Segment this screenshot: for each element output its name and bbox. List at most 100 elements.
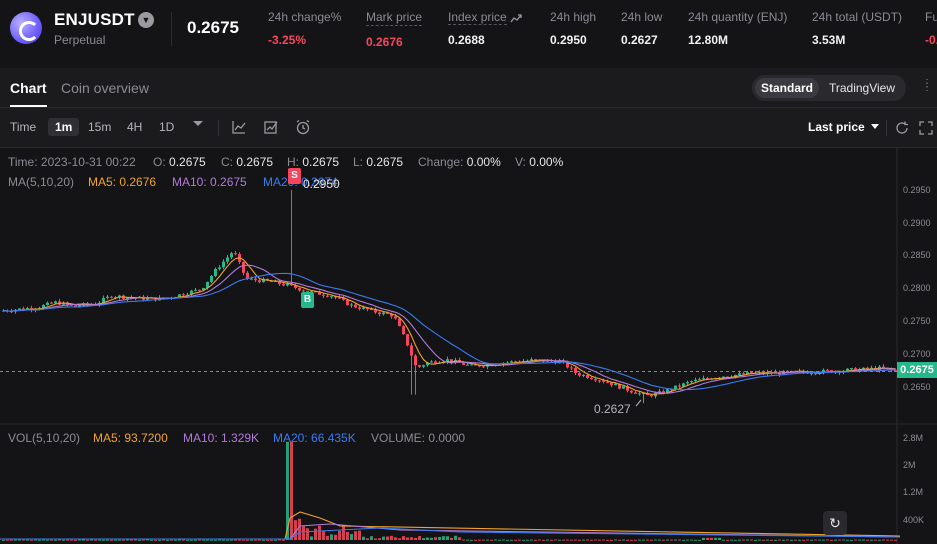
volume-tick: 2M (903, 460, 916, 470)
volume-bar (826, 539, 829, 541)
volume-bar (510, 539, 513, 541)
buy-marker[interactable]: B (301, 292, 314, 308)
volume-bar (26, 539, 29, 541)
volume-bar (690, 539, 693, 541)
candle-body (206, 281, 209, 289)
price-tick: 0.2750 (903, 316, 931, 326)
candle-body (882, 366, 885, 368)
view-tradingview-button[interactable]: TradingView (828, 81, 896, 95)
timeframe-1m[interactable]: 1m (48, 118, 80, 136)
legend-value: 0.2675 (366, 155, 404, 169)
candle-body (298, 287, 301, 291)
candle-body (598, 380, 601, 382)
index-chart-icon[interactable] (510, 13, 522, 23)
legend-label: MA20: (273, 431, 308, 445)
tab-coin-overview[interactable]: Coin overview (61, 80, 149, 96)
candle-body (126, 297, 129, 299)
symbol-name[interactable]: ENJUSDT (54, 10, 135, 29)
fullscreen-icon[interactable] (918, 120, 934, 136)
volume-bar (150, 539, 153, 541)
contract-type: Perpetual (54, 33, 106, 47)
volume-bar (326, 535, 329, 540)
indicator-icon[interactable] (263, 119, 279, 135)
candle-body (574, 367, 577, 374)
price-tick: 0.2900 (903, 218, 931, 228)
volume-bar (410, 537, 413, 540)
candle-body (430, 361, 433, 363)
volume-bar (462, 539, 465, 541)
candle-body (626, 386, 629, 391)
ohlc-change: Change: 0.00% (418, 155, 501, 169)
volume-bar (454, 535, 457, 540)
volume-bar (334, 534, 337, 540)
volume-bar (362, 536, 365, 540)
reset-chart-icon[interactable]: ↻ (823, 511, 847, 535)
volume-bar (46, 539, 49, 541)
volume-bar (790, 539, 793, 541)
volume-bar (634, 539, 637, 541)
candle-body (434, 361, 437, 364)
alarm-clock-icon[interactable] (295, 119, 311, 135)
candle-body (634, 392, 637, 394)
volume-bar (2, 539, 5, 541)
timeframe-1d[interactable]: 1D (159, 120, 175, 134)
legend-value: 0.0000 (428, 431, 466, 445)
candle-body (202, 288, 205, 291)
volume-bar (770, 539, 773, 541)
volume-bar (838, 539, 841, 541)
timeframe-15m[interactable]: 15m (88, 120, 112, 134)
candle-body (18, 308, 21, 310)
chart-canvas[interactable] (0, 148, 937, 544)
candle-body (618, 383, 621, 389)
refresh-icon[interactable] (894, 120, 910, 136)
legend-label: MA5: (88, 175, 117, 189)
candle-body (390, 313, 393, 317)
volume-bar (298, 518, 301, 540)
volume-bar (354, 531, 357, 540)
legend-value: 0.2675 (169, 155, 206, 169)
vol-ma20-legend: MA20: 66.435K (273, 431, 356, 445)
candle-type-icon[interactable] (231, 119, 247, 135)
stat-label[interactable]: Index price (448, 10, 507, 25)
legend-label: MA5: (93, 431, 122, 445)
volume-bar (250, 539, 253, 541)
candle-body (642, 393, 645, 395)
candle-body (614, 383, 617, 386)
candle-body (258, 280, 261, 283)
volume-bar (246, 539, 249, 541)
timeframe-time[interactable]: Time (10, 120, 37, 134)
volume-bar (50, 539, 53, 541)
volume-bar (618, 539, 621, 541)
sell-marker[interactable]: S (288, 168, 301, 184)
volume-bar (714, 537, 717, 540)
candle-body (334, 296, 337, 298)
candle-body (650, 395, 653, 397)
candle-body (246, 272, 249, 279)
volume-bar (850, 539, 853, 541)
vol-ma5-legend: MA5: 93.7200 (93, 431, 168, 445)
stat-value: -0. (925, 33, 937, 47)
volume-bar (486, 539, 489, 541)
volume-bar (870, 539, 873, 541)
tab-chart[interactable]: Chart (10, 80, 47, 107)
ohlc-legend: Time: 2023-10-31 00:22 (8, 155, 136, 169)
volume-bar (18, 539, 21, 541)
stat-label[interactable]: Mark price (366, 10, 423, 26)
stat-label-wrap: Index price (448, 10, 522, 25)
volume-bar (254, 539, 257, 541)
chart-view-toggle: Standard TradingView (752, 75, 906, 101)
timeframe-more-icon[interactable] (193, 121, 203, 126)
timeframe-4h[interactable]: 4H (127, 120, 143, 134)
volume-bar (78, 539, 81, 541)
price-chart[interactable]: Time: 2023-10-31 00:22 O: 0.2675 C: 0.26… (0, 148, 937, 544)
volume-bar (102, 539, 105, 541)
symbol-dropdown-icon[interactable]: ▼ (138, 12, 154, 28)
price-type-select[interactable]: Last price (808, 120, 879, 134)
view-standard-button[interactable]: Standard (755, 78, 819, 98)
layout-drag-icon[interactable]: ⋮ ⋮ (922, 78, 932, 93)
volume-bar (658, 539, 661, 541)
candle-body (234, 253, 237, 255)
volume-bar (678, 539, 681, 541)
stat-24h-change: 24h change% -3.25% (268, 10, 341, 47)
candle-body (322, 294, 325, 296)
